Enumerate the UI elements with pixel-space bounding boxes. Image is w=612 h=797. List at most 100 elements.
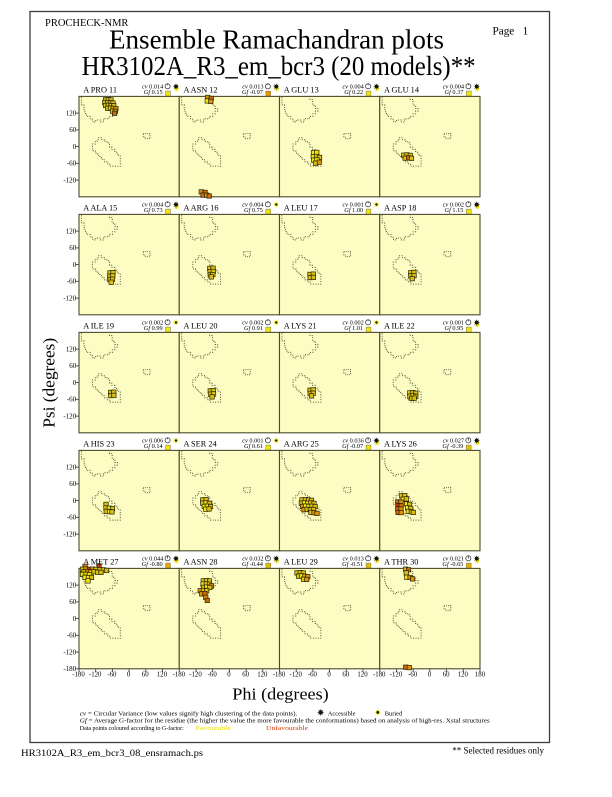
svg-text:cv 0.036: cv 0.036 [342, 438, 363, 445]
svg-text:60: 60 [69, 244, 77, 252]
svg-text:Gf -0.65: Gf -0.65 [442, 561, 463, 568]
svg-text:Psi (degrees): Psi (degrees) [40, 338, 59, 428]
svg-text:Gf -0.51: Gf -0.51 [342, 561, 363, 568]
svg-text:A LEU 20: A LEU 20 [183, 322, 217, 331]
svg-text:A LEU 17: A LEU 17 [284, 204, 318, 213]
svg-text:60: 60 [69, 480, 77, 488]
svg-text:Data points coloured according: Data points coloured according to G-fact… [80, 725, 184, 732]
svg-text:A HIS 23: A HIS 23 [83, 440, 114, 449]
svg-text:Ensemble Ramachandran plots: Ensemble Ramachandran plots [109, 24, 444, 54]
svg-text:A ILE 22: A ILE 22 [384, 322, 415, 331]
svg-text:120: 120 [257, 672, 268, 679]
svg-text:cv 0.027: cv 0.027 [443, 438, 464, 445]
svg-text:Gf 0.15: Gf 0.15 [144, 89, 163, 96]
svg-text:Gf 1.15: Gf 1.15 [445, 207, 464, 214]
svg-text:Gf 0.73: Gf 0.73 [144, 207, 163, 214]
svg-text:60: 60 [342, 672, 349, 679]
svg-text:Gf -0.80: Gf -0.80 [142, 561, 163, 568]
svg-text:0: 0 [73, 143, 77, 151]
svg-text:0: 0 [428, 672, 432, 679]
svg-text:0: 0 [73, 379, 77, 387]
svg-text:-120: -120 [63, 530, 76, 538]
svg-text:A SER 24: A SER 24 [183, 440, 217, 449]
svg-text:A LYS 21: A LYS 21 [284, 322, 317, 331]
svg-text:Page 1: Page 1 [493, 25, 529, 37]
svg-text:A ASP 18: A ASP 18 [384, 204, 416, 213]
svg-text:Gf -0.44: Gf -0.44 [242, 561, 264, 568]
svg-text:A LEU 29: A LEU 29 [284, 558, 318, 567]
svg-text:-120: -120 [63, 294, 76, 302]
svg-text:A GLU 14: A GLU 14 [384, 86, 420, 95]
svg-text:cv 0.002: cv 0.002 [142, 320, 163, 327]
svg-text:HR3102A_R3_em_bcr3_08_ensramac: HR3102A_R3_em_bcr3_08_ensramach.ps [21, 748, 204, 758]
svg-text:-60: -60 [67, 160, 77, 168]
svg-text:0: 0 [73, 497, 77, 505]
svg-text:A ASN 28: A ASN 28 [183, 558, 217, 567]
svg-text:-180: -180 [173, 672, 186, 679]
svg-text:cv 0.004: cv 0.004 [342, 84, 364, 91]
svg-text:A LYS 26: A LYS 26 [384, 440, 417, 449]
svg-text:cv 0.021: cv 0.021 [443, 556, 464, 563]
svg-text:cv 0.001: cv 0.001 [342, 202, 363, 209]
svg-text:Gf -0.97: Gf -0.97 [242, 89, 263, 96]
svg-text:cv 0.002: cv 0.002 [242, 320, 263, 327]
svg-text:A THR 30: A THR 30 [384, 558, 418, 567]
svg-text:A ARG 25: A ARG 25 [284, 440, 319, 449]
svg-text:** Selected residues only: ** Selected residues only [452, 746, 544, 756]
svg-text:A GLU 13: A GLU 13 [284, 86, 319, 95]
svg-text:A MET 27: A MET 27 [83, 558, 118, 567]
svg-text:A ASN 12: A ASN 12 [183, 86, 217, 95]
svg-text:60: 60 [69, 598, 77, 606]
svg-text:0: 0 [73, 261, 77, 269]
svg-text:Gf 0.61: Gf 0.61 [244, 443, 263, 450]
svg-text:120: 120 [357, 672, 368, 679]
svg-text:Gf 0.75: Gf 0.75 [244, 207, 263, 214]
svg-text:Gf 1.01: Gf 1.01 [344, 325, 363, 332]
svg-text:-120: -120 [63, 176, 76, 184]
svg-text:-180: -180 [72, 672, 85, 679]
svg-text:Gf 1.00: Gf 1.00 [344, 207, 363, 214]
svg-text:0: 0 [73, 615, 77, 623]
svg-text:cv 0.002: cv 0.002 [443, 202, 464, 209]
svg-text:-120: -120 [63, 648, 76, 656]
svg-text:PROCHECK-NMR: PROCHECK-NMR [45, 18, 128, 29]
svg-text:-60: -60 [67, 278, 77, 286]
svg-text:120: 120 [66, 345, 77, 353]
svg-text:60: 60 [242, 672, 249, 679]
svg-text:60: 60 [69, 126, 77, 134]
svg-text:60: 60 [443, 672, 450, 679]
svg-text:-120: -120 [89, 672, 102, 679]
svg-text:-120: -120 [189, 672, 202, 679]
svg-text:cv 0.004: cv 0.004 [443, 84, 465, 91]
svg-text:120: 120 [66, 463, 77, 471]
svg-text:-60: -60 [107, 672, 117, 679]
svg-text:A ILE 19: A ILE 19 [83, 322, 114, 331]
svg-text:cv 0.001: cv 0.001 [242, 438, 263, 445]
svg-text:cv 0.013: cv 0.013 [242, 84, 263, 91]
svg-text:60: 60 [69, 362, 77, 370]
svg-text:cv 0.004: cv 0.004 [242, 202, 264, 209]
svg-text:0: 0 [327, 672, 331, 679]
svg-text:Gf -0.07: Gf -0.07 [342, 443, 363, 450]
svg-text:120: 120 [458, 672, 469, 679]
svg-text:A ALA 15: A ALA 15 [83, 204, 117, 213]
svg-text:cv 0.001: cv 0.001 [443, 320, 464, 327]
svg-text:A ARG 16: A ARG 16 [183, 204, 218, 213]
svg-text:-180: -180 [273, 672, 286, 679]
svg-text:HR3102A_R3_em_bcr3 (20 models): HR3102A_R3_em_bcr3 (20 models)** [82, 51, 476, 81]
svg-text:Favourable: Favourable [196, 725, 231, 732]
svg-text:Buried: Buried [385, 710, 403, 717]
svg-text:-60: -60 [67, 396, 77, 404]
svg-text:cv = Circular Variance (low va: cv = Circular Variance (low values signi… [80, 710, 298, 717]
svg-text:Unfavourable: Unfavourable [266, 725, 308, 732]
svg-text:-60: -60 [67, 514, 77, 522]
svg-text:Gf 0.22: Gf 0.22 [344, 89, 363, 96]
svg-text:cv 0.044: cv 0.044 [142, 556, 164, 563]
svg-text:-60: -60 [67, 632, 77, 640]
svg-text:Gf 0.99: Gf 0.99 [144, 325, 163, 332]
svg-text:-60: -60 [408, 672, 418, 679]
svg-text:0: 0 [127, 672, 131, 679]
svg-text:120: 120 [66, 581, 77, 589]
svg-text:120: 120 [66, 109, 77, 117]
svg-text:-180: -180 [373, 672, 386, 679]
